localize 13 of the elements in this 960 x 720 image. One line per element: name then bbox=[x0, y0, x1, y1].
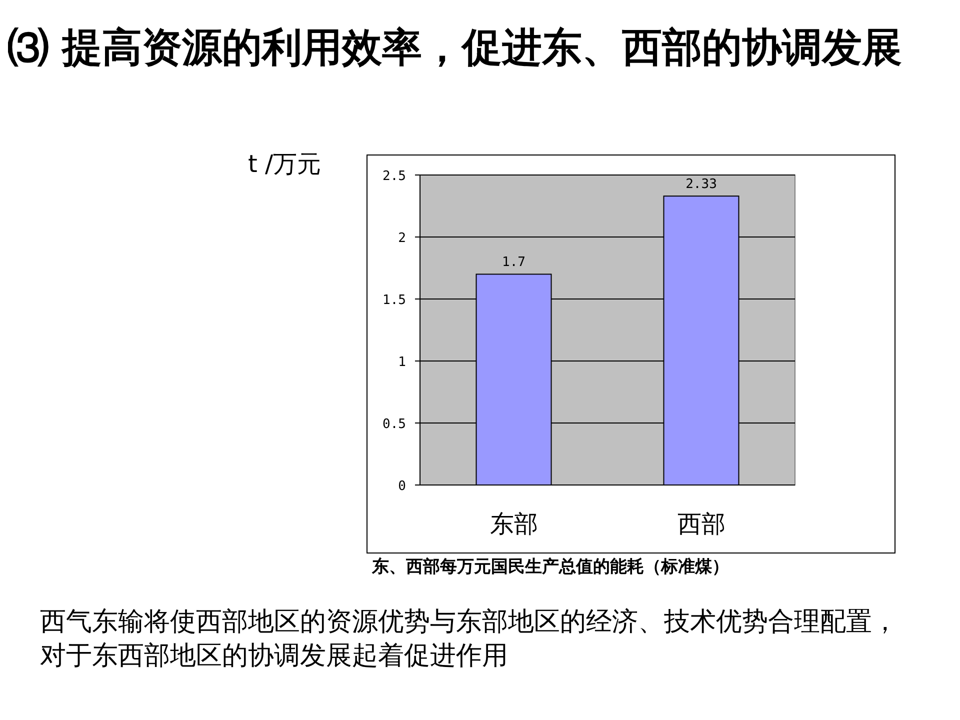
y-tick-label: 0.5 bbox=[382, 417, 406, 432]
data-label: 2.33 bbox=[686, 177, 717, 192]
x-tick-label: 东部 bbox=[490, 510, 538, 538]
y-axis-title: t /万元 bbox=[248, 150, 322, 178]
y-tick-label: 2.5 bbox=[382, 169, 406, 184]
x-axis-title: 东、西部每万元国民生产总值的能耗（标准煤） bbox=[371, 557, 729, 577]
y-tick-label: 1 bbox=[398, 355, 406, 370]
y-tick-label: 1.5 bbox=[382, 293, 406, 308]
x-tick-label: 西部 bbox=[677, 510, 726, 538]
y-tick-label: 2 bbox=[398, 231, 406, 246]
data-label: 1.7 bbox=[502, 255, 526, 270]
y-tick-label: 0 bbox=[398, 479, 406, 494]
text: 西气东输将使西部地区的资源优势与东部地区的经济、技术优势合理配置，对于东西部地区的协调发展起着促进作用 bbox=[40, 606, 899, 673]
